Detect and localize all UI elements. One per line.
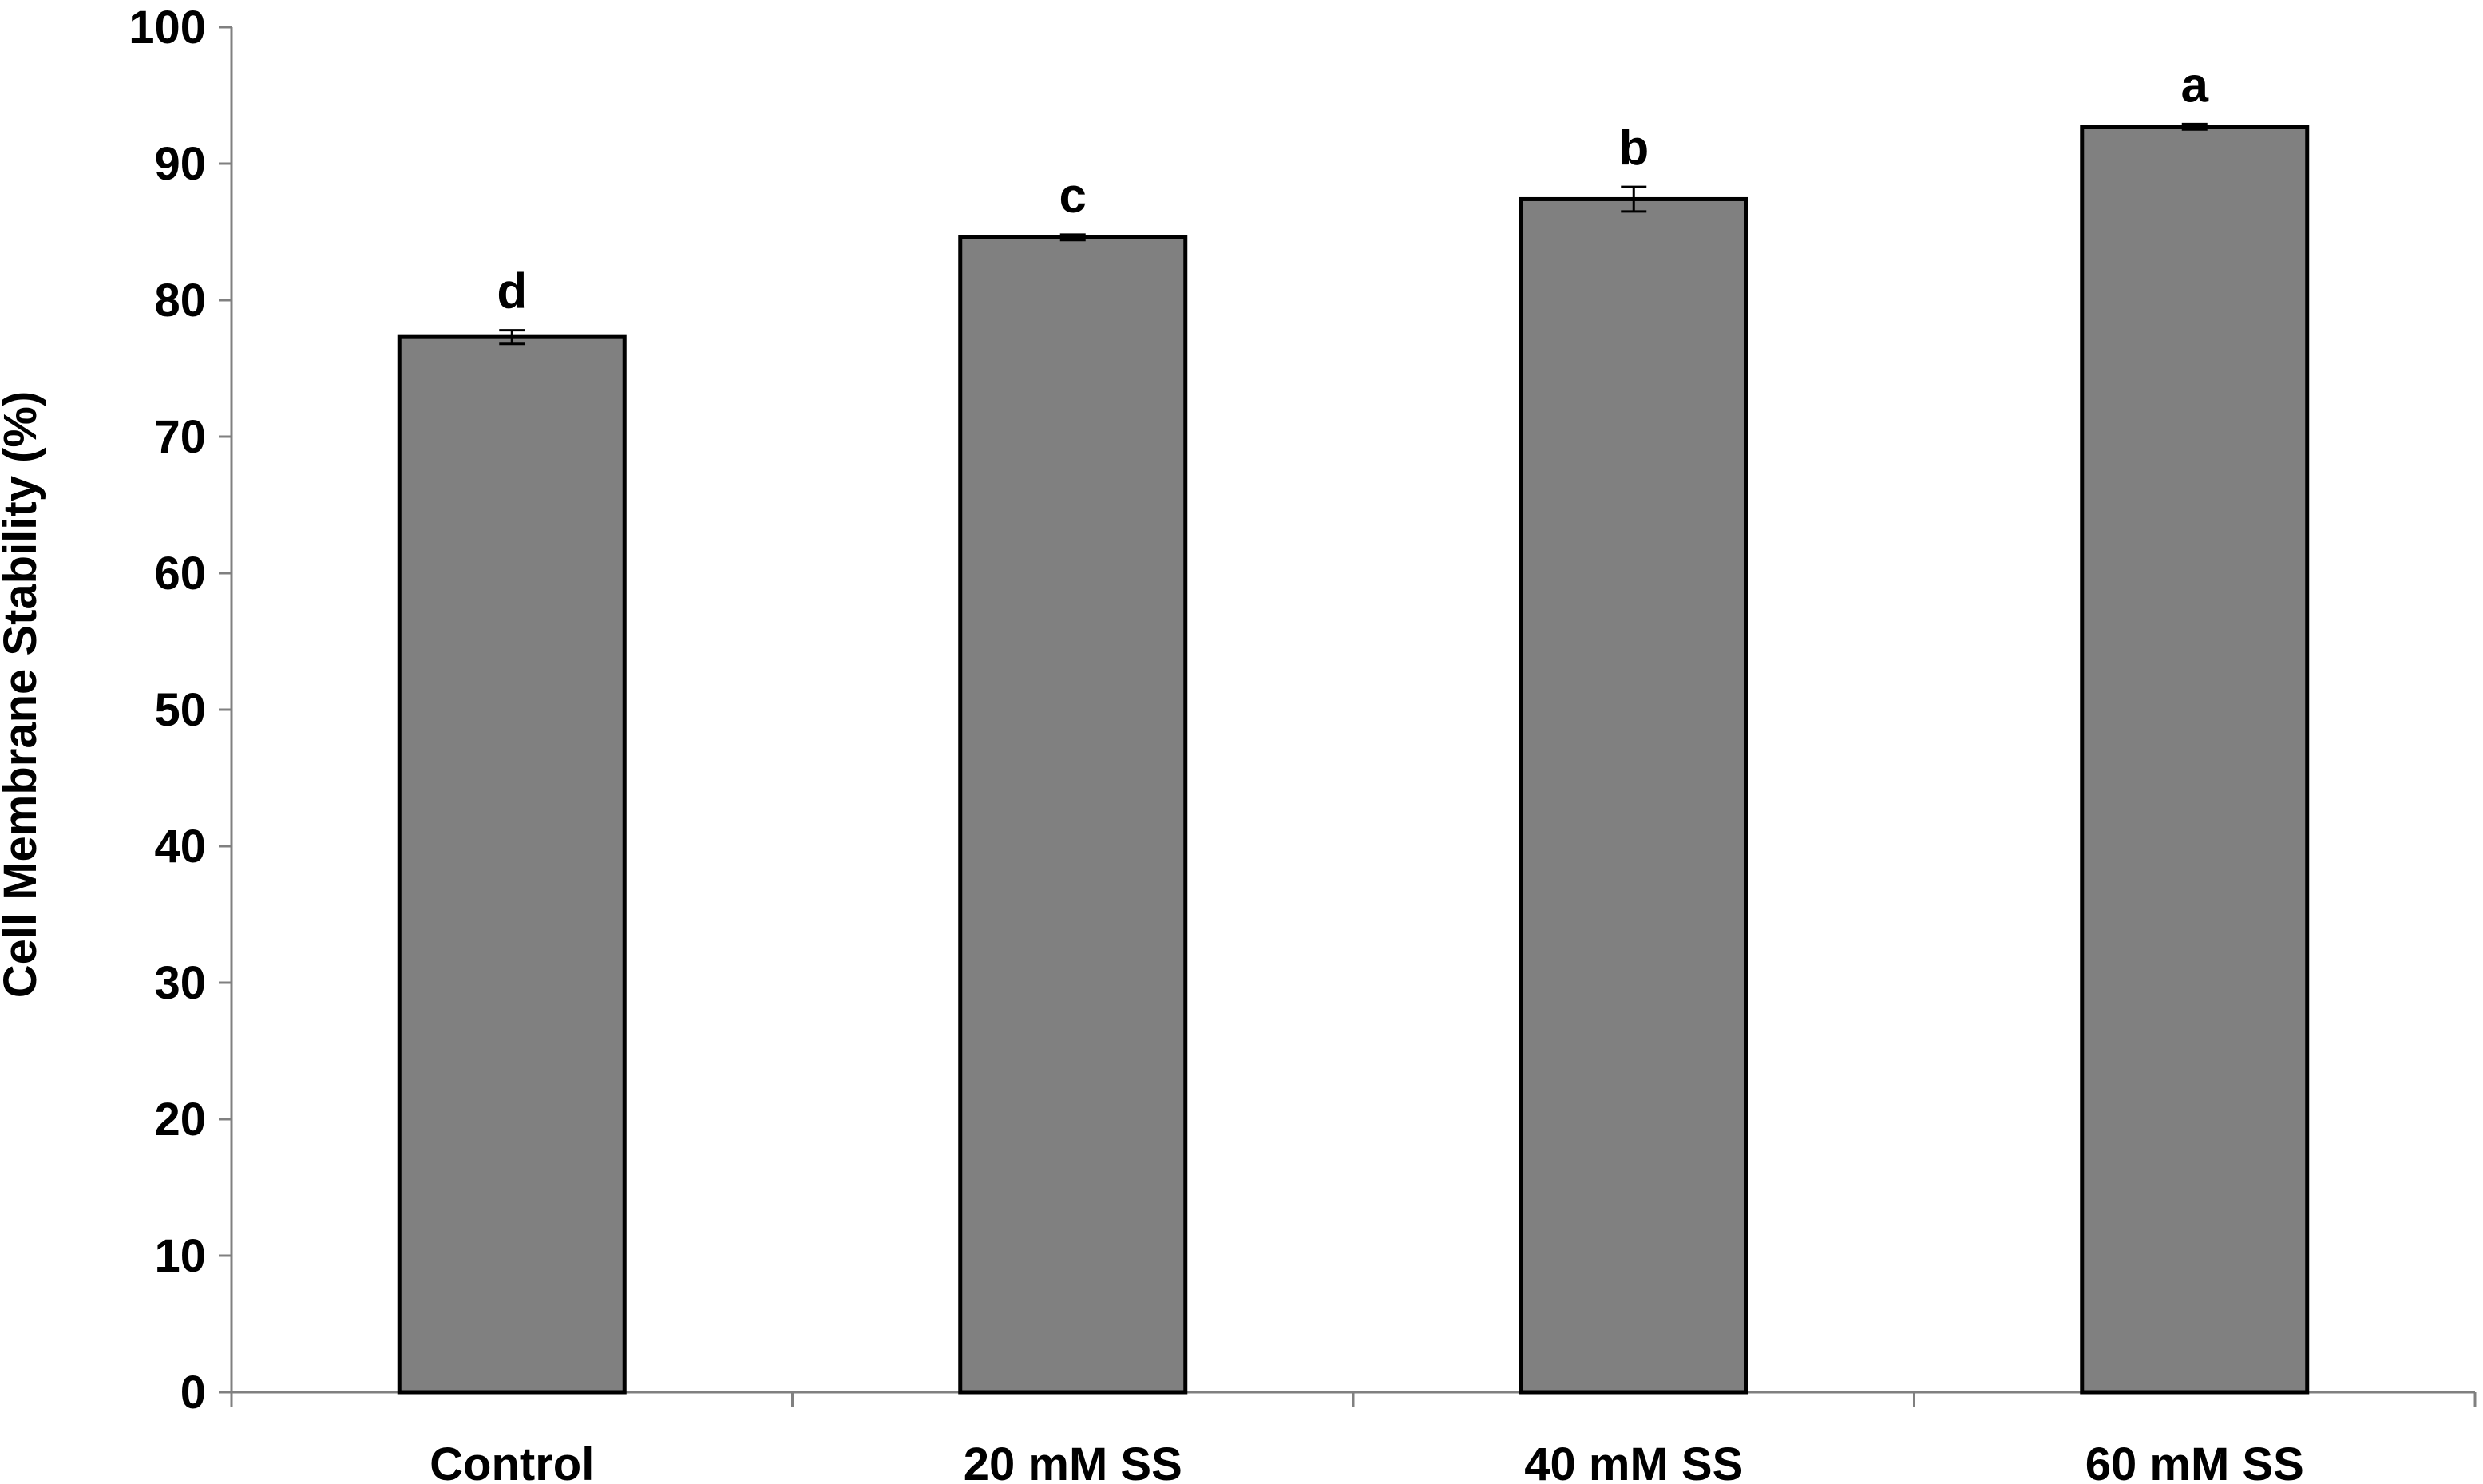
x-tick-label: 60 mM SS (2085, 1438, 2304, 1484)
x-tick-label: 20 mM SS (964, 1438, 1182, 1484)
plot-area: 0 10 20 30 40 50 60 70 80 90 100 d Control c 20 mM SS b… (129, 2, 2477, 1484)
significance-label: d (497, 264, 527, 319)
y-tick-label: 0 (180, 1367, 206, 1419)
y-tick-label: 30 (154, 957, 206, 1009)
significance-label: c (1059, 168, 1087, 224)
bar (2080, 125, 2310, 1395)
y-tick-label: 40 (154, 821, 206, 873)
y-tick-label: 20 (154, 1094, 206, 1146)
significance-label: b (1618, 121, 1649, 176)
bar (1519, 196, 1748, 1395)
y-tick-label: 10 (154, 1230, 206, 1282)
x-tick-label: Control (430, 1438, 594, 1484)
bar (397, 334, 627, 1395)
y-axis-title: Cell Membrane Stability (%) (0, 391, 46, 999)
y-tick-label: 90 (154, 138, 206, 190)
significance-label: a (2181, 57, 2209, 113)
bar (958, 235, 1188, 1395)
y-tick-label: 80 (154, 275, 206, 326)
x-tick-label: 40 mM SS (1524, 1438, 1743, 1484)
y-tick-label: 50 (154, 684, 206, 736)
y-tick-label: 100 (129, 2, 206, 53)
y-tick-label: 60 (154, 548, 206, 600)
y-tick-label: 70 (154, 411, 206, 463)
